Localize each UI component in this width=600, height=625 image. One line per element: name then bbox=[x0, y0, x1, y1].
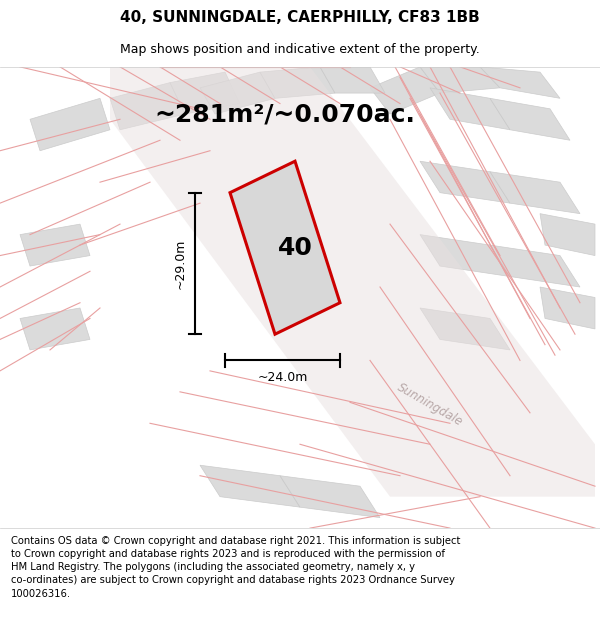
Text: Sunningdale: Sunningdale bbox=[395, 381, 465, 428]
Polygon shape bbox=[370, 67, 440, 114]
Polygon shape bbox=[430, 88, 510, 130]
Polygon shape bbox=[420, 308, 510, 350]
Text: ~29.0m: ~29.0m bbox=[173, 238, 187, 289]
Polygon shape bbox=[30, 98, 110, 151]
Text: ~281m²/~0.070ac.: ~281m²/~0.070ac. bbox=[155, 102, 415, 126]
Polygon shape bbox=[420, 67, 500, 93]
Polygon shape bbox=[20, 224, 90, 266]
Polygon shape bbox=[200, 72, 275, 114]
Polygon shape bbox=[230, 161, 340, 334]
Polygon shape bbox=[420, 234, 510, 276]
Polygon shape bbox=[200, 465, 300, 507]
Polygon shape bbox=[490, 98, 570, 140]
Text: 40: 40 bbox=[278, 236, 313, 260]
Polygon shape bbox=[420, 161, 510, 203]
Polygon shape bbox=[170, 72, 240, 114]
Polygon shape bbox=[480, 67, 560, 98]
Polygon shape bbox=[540, 287, 595, 329]
Polygon shape bbox=[280, 476, 380, 518]
Polygon shape bbox=[320, 67, 385, 93]
Text: Contains OS data © Crown copyright and database right 2021. This information is : Contains OS data © Crown copyright and d… bbox=[11, 536, 460, 599]
Text: Map shows position and indicative extent of the property.: Map shows position and indicative extent… bbox=[120, 43, 480, 56]
Polygon shape bbox=[20, 308, 90, 350]
Polygon shape bbox=[110, 82, 185, 130]
Polygon shape bbox=[540, 214, 595, 256]
Text: ~24.0m: ~24.0m bbox=[257, 371, 308, 384]
Polygon shape bbox=[110, 67, 595, 497]
Polygon shape bbox=[260, 67, 335, 98]
Polygon shape bbox=[490, 172, 580, 214]
Text: 40, SUNNINGDALE, CAERPHILLY, CF83 1BB: 40, SUNNINGDALE, CAERPHILLY, CF83 1BB bbox=[120, 10, 480, 25]
Polygon shape bbox=[490, 245, 580, 287]
